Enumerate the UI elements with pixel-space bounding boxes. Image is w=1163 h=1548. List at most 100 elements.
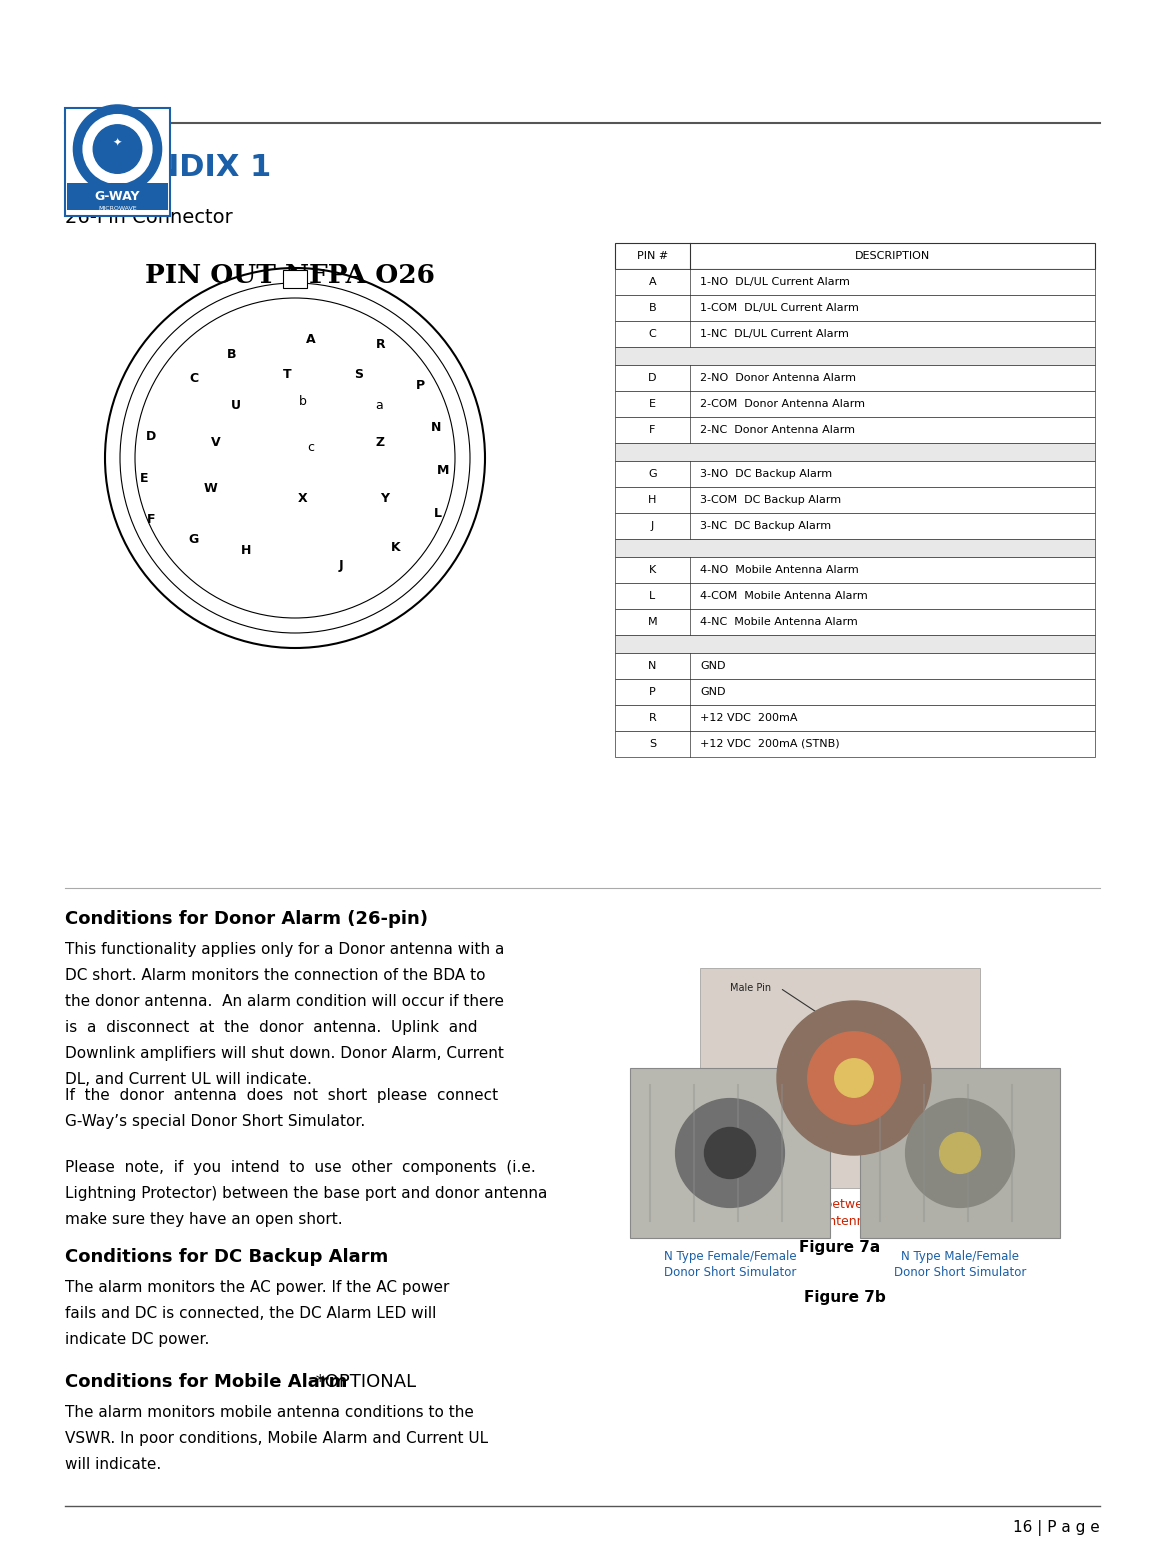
Text: Conditions for DC Backup Alarm: Conditions for DC Backup Alarm — [65, 1248, 388, 1266]
Text: L: L — [649, 591, 656, 601]
Text: 2-NC  Donor Antenna Alarm: 2-NC Donor Antenna Alarm — [700, 426, 855, 435]
Circle shape — [405, 503, 431, 529]
Bar — [615, 512, 1096, 539]
Text: Male Pin: Male Pin — [730, 983, 771, 992]
Text: N: N — [431, 421, 442, 433]
Text: a: a — [376, 399, 384, 412]
Text: Figure 7b: Figure 7b — [804, 1289, 886, 1305]
Text: C: C — [190, 372, 199, 384]
Text: 1-COM  DL/UL Current Alarm: 1-COM DL/UL Current Alarm — [700, 303, 858, 313]
Text: PIN #: PIN # — [637, 251, 668, 262]
Text: Figure 7a: Figure 7a — [799, 1240, 880, 1255]
Circle shape — [202, 529, 228, 556]
Text: GND: GND — [700, 687, 726, 697]
Bar — [615, 635, 1096, 653]
Text: 4-NO  Mobile Antenna Alarm: 4-NO Mobile Antenna Alarm — [700, 565, 858, 574]
Circle shape — [362, 537, 388, 563]
Bar — [615, 608, 1096, 635]
Circle shape — [93, 125, 142, 173]
Circle shape — [940, 1133, 980, 1173]
Text: A: A — [306, 333, 315, 347]
Circle shape — [808, 1033, 900, 1124]
Circle shape — [298, 330, 323, 356]
Text: 2-COM  Donor Antenna Alarm: 2-COM Donor Antenna Alarm — [700, 399, 865, 409]
Text: 4-COM  Mobile Antenna Alarm: 4-COM Mobile Antenna Alarm — [700, 591, 868, 601]
Circle shape — [290, 392, 315, 416]
Circle shape — [387, 376, 413, 401]
Circle shape — [351, 488, 377, 514]
Circle shape — [347, 334, 372, 361]
Circle shape — [347, 396, 372, 421]
Text: is  a  disconnect  at  the  donor  antenna.  Uplink  and: is a disconnect at the donor antenna. Up… — [65, 1020, 478, 1036]
Bar — [615, 243, 1096, 269]
Text: N Type Female/Female: N Type Female/Female — [664, 1249, 797, 1263]
Text: S: S — [649, 738, 656, 749]
Text: G: G — [648, 469, 657, 478]
Circle shape — [326, 365, 351, 392]
Text: PIN OUT NFPA O26: PIN OUT NFPA O26 — [145, 263, 435, 288]
Text: VSWR. In poor conditions, Mobile Alarm and Current UL: VSWR. In poor conditions, Mobile Alarm a… — [65, 1430, 488, 1446]
Text: K: K — [391, 540, 401, 554]
Bar — [630, 1068, 830, 1238]
Bar — [67, 183, 167, 209]
Text: V: V — [211, 437, 221, 449]
Text: R: R — [649, 714, 656, 723]
Text: R: R — [376, 337, 385, 350]
Text: the donor antenna.  An alarm condition will occur if there: the donor antenna. An alarm condition wi… — [65, 994, 504, 1009]
Text: ✦: ✦ — [113, 138, 122, 147]
Text: T: T — [283, 368, 292, 381]
Text: Donor Short Simulator: Donor Short Simulator — [894, 1266, 1026, 1279]
Circle shape — [402, 418, 428, 443]
Text: E: E — [140, 472, 148, 485]
Bar — [615, 269, 1096, 296]
Text: DC short. Alarm monitors the connection of the BDA to: DC short. Alarm monitors the connection … — [65, 968, 485, 983]
Circle shape — [408, 460, 434, 486]
Text: A: A — [649, 277, 656, 286]
Bar — [615, 488, 1096, 512]
Text: MICROWAVE: MICROWAVE — [98, 206, 137, 211]
Text: Lightning Protector) between the base port and donor antenna: Lightning Protector) between the base po… — [65, 1186, 548, 1201]
Text: 3-COM  DC Backup Alarm: 3-COM DC Backup Alarm — [700, 495, 841, 505]
Text: E: E — [649, 399, 656, 409]
Text: b: b — [299, 395, 307, 407]
Circle shape — [309, 556, 336, 582]
Circle shape — [238, 345, 265, 372]
Text: P: P — [415, 379, 424, 392]
Text: Donor Short Simulator: Donor Short Simulator — [664, 1266, 797, 1279]
Bar — [615, 731, 1096, 757]
Circle shape — [298, 437, 323, 463]
Text: D: D — [648, 373, 657, 382]
Text: N Type Male/Female: N Type Male/Female — [901, 1249, 1019, 1263]
Text: 26-Pin Connector: 26-Pin Connector — [65, 207, 233, 228]
Circle shape — [73, 105, 162, 194]
Circle shape — [290, 488, 315, 514]
Circle shape — [676, 1099, 784, 1207]
Text: Downlink amplifiers will shut down. Donor Alarm, Current: Downlink amplifiers will shut down. Dono… — [65, 1046, 504, 1060]
Text: J: J — [338, 559, 343, 573]
Text: Conditions for Mobile Alarm: Conditions for Mobile Alarm — [65, 1373, 348, 1392]
Text: The alarm monitors mobile antenna conditions to the: The alarm monitors mobile antenna condit… — [65, 1406, 473, 1420]
Text: DESCRIPTION: DESCRIPTION — [855, 251, 930, 262]
Bar — [615, 365, 1096, 392]
Text: DL, and Current UL will indicate.: DL, and Current UL will indicate. — [65, 1073, 312, 1087]
Circle shape — [159, 509, 185, 536]
Circle shape — [906, 1099, 1014, 1207]
Text: W: W — [204, 483, 217, 495]
Text: APPENDIX 1: APPENDIX 1 — [65, 153, 271, 183]
Text: Please  note,  if  you  intend  to  use  other  components  (i.e.: Please note, if you intend to use other … — [65, 1159, 536, 1175]
Bar — [615, 347, 1096, 365]
Bar — [615, 296, 1096, 320]
Text: +12 VDC  200mA: +12 VDC 200mA — [700, 714, 798, 723]
Text: If  the  donor  antenna  does  not  short  please  connect: If the donor antenna does not short plea… — [65, 1088, 498, 1104]
Text: P: P — [649, 687, 656, 697]
Text: N: N — [648, 661, 657, 670]
Text: 1-NC  DL/UL Current Alarm: 1-NC DL/UL Current Alarm — [700, 330, 849, 339]
Text: Test for DC short between male pin and: Test for DC short between male pin and — [715, 1198, 964, 1211]
Bar — [615, 653, 1096, 680]
Text: will indicate.: will indicate. — [65, 1457, 162, 1472]
Bar — [283, 269, 307, 288]
Text: F: F — [148, 514, 156, 526]
Text: H: H — [241, 543, 251, 557]
Bar — [859, 1068, 1059, 1238]
Text: fails and DC is connected, the DC Alarm LED will: fails and DC is connected, the DC Alarm … — [65, 1307, 436, 1320]
